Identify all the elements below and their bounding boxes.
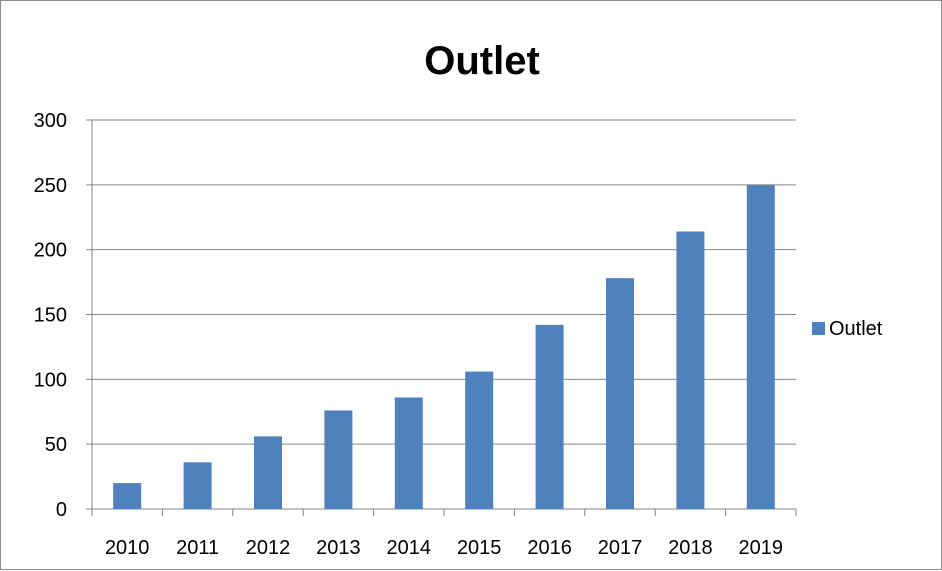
bar-2012 xyxy=(254,436,282,509)
bar-2019 xyxy=(746,184,775,510)
x-tick-label: 2019 xyxy=(739,537,784,559)
x-tick-label: 2012 xyxy=(246,537,291,559)
y-tick-label: 200 xyxy=(34,240,67,262)
x-tick-label: 2017 xyxy=(598,537,643,559)
x-tick-label: 2018 xyxy=(668,537,713,559)
bars xyxy=(113,184,775,510)
x-tick-label: 2011 xyxy=(176,537,219,559)
bar-2015 xyxy=(465,371,494,509)
y-tick-label: 300 xyxy=(34,110,67,132)
legend: Outlet xyxy=(812,318,883,340)
tick-labels: 0 50 100 150 200 250 300 2010 2011 2012 2013 2014 20… xyxy=(34,110,783,559)
x-tick-label: 2013 xyxy=(316,537,361,559)
bar-2016 xyxy=(535,324,564,509)
x-tick-label: 2015 xyxy=(457,537,502,559)
bar-2014 xyxy=(394,397,423,509)
chart-title: Outlet xyxy=(424,39,540,83)
y-tick-label: 150 xyxy=(34,305,67,327)
y-tick-label: 100 xyxy=(34,369,67,391)
y-tick-label: 250 xyxy=(34,175,67,197)
y-tick-label: 0 xyxy=(56,499,67,521)
legend-label: Outlet xyxy=(829,318,883,340)
legend-swatch xyxy=(812,322,825,335)
x-tick-label: 2010 xyxy=(105,537,150,559)
bar-2011 xyxy=(183,462,212,509)
bar-2018 xyxy=(676,231,705,509)
bar-2010 xyxy=(113,483,142,509)
bar-2017 xyxy=(606,278,634,509)
y-tick-label: 50 xyxy=(45,434,67,456)
x-tick-label: 2014 xyxy=(387,537,432,559)
x-tick-label: 2016 xyxy=(527,537,572,559)
bar-2013 xyxy=(324,410,353,509)
